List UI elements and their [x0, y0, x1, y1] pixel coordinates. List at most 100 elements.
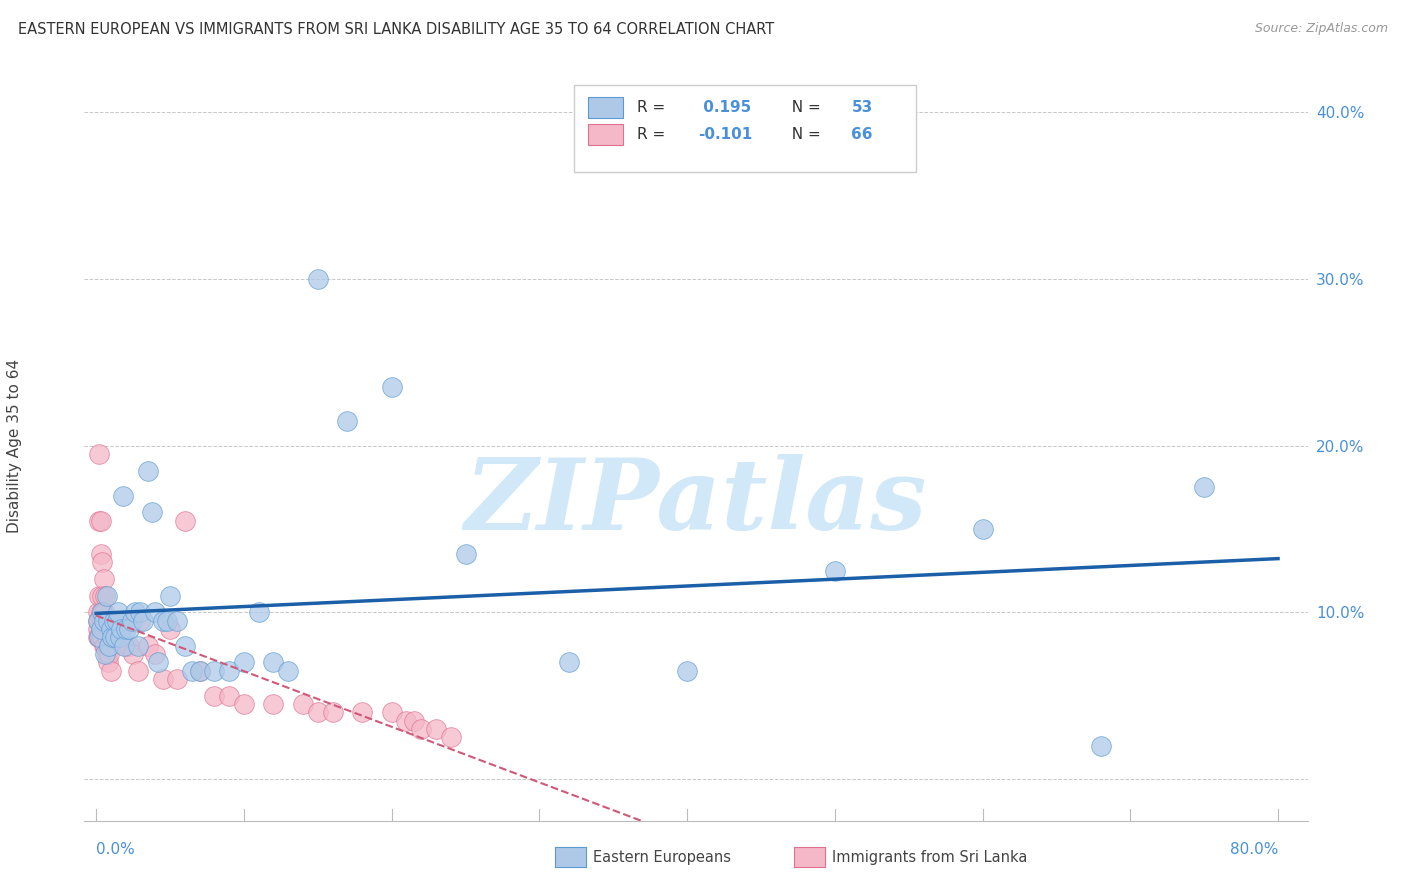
Point [262, 656, 284, 670]
Point [129, 614, 152, 628]
Point [100, 664, 122, 678]
Point [440, 731, 463, 745]
Point [90, 622, 112, 636]
Point [292, 697, 315, 711]
Point [103, 614, 125, 628]
Point [166, 614, 188, 628]
Point [129, 605, 152, 619]
Text: N =: N = [782, 100, 825, 115]
Point [90, 514, 112, 528]
Text: Eastern Europeans: Eastern Europeans [593, 850, 731, 864]
Text: 0.195: 0.195 [699, 100, 752, 115]
Point [148, 656, 170, 670]
Point [322, 706, 344, 720]
Point [86, 631, 108, 645]
Point [111, 614, 134, 628]
Point [108, 631, 131, 645]
FancyBboxPatch shape [588, 124, 623, 145]
Point [111, 489, 134, 503]
Point [1192, 480, 1215, 494]
Point [411, 722, 433, 736]
Point [202, 664, 225, 678]
Text: 53: 53 [851, 100, 873, 115]
Text: EASTERN EUROPEAN VS IMMIGRANTS FROM SRI LANKA DISABILITY AGE 35 TO 64 CORRELATIO: EASTERN EUROPEAN VS IMMIGRANTS FROM SRI … [18, 22, 775, 37]
Point [97, 622, 120, 636]
Point [90, 605, 112, 619]
Point [90, 631, 112, 645]
Point [136, 639, 159, 653]
Point [676, 664, 699, 678]
Point [188, 664, 211, 678]
Text: ZIPatlas: ZIPatlas [465, 454, 927, 550]
Point [86, 614, 108, 628]
Point [96, 631, 118, 645]
Point [173, 514, 195, 528]
Point [188, 664, 211, 678]
Point [90, 547, 112, 561]
Point [96, 647, 118, 661]
Point [103, 631, 125, 645]
Point [93, 614, 115, 628]
Text: N =: N = [782, 127, 825, 142]
Point [166, 672, 188, 686]
Text: 80.0%: 80.0% [1230, 842, 1278, 857]
Point [972, 522, 994, 536]
Text: -0.101: -0.101 [699, 127, 752, 142]
Point [93, 572, 115, 586]
Text: 66: 66 [851, 127, 873, 142]
Point [98, 639, 121, 653]
Point [104, 631, 127, 645]
Point [402, 714, 425, 728]
Point [98, 647, 121, 661]
Point [104, 631, 127, 645]
Point [100, 622, 122, 636]
Point [105, 614, 128, 628]
Point [1090, 739, 1112, 753]
Point [824, 564, 846, 578]
Point [94, 639, 117, 653]
Point [107, 605, 129, 619]
Point [132, 614, 155, 628]
Point [143, 605, 166, 619]
Point [107, 631, 129, 645]
Point [91, 605, 114, 619]
Text: 0.0%: 0.0% [96, 842, 135, 857]
Point [118, 622, 141, 636]
Point [96, 589, 118, 603]
Point [89, 447, 111, 461]
Point [100, 631, 122, 645]
Text: R =: R = [637, 100, 671, 115]
Point [86, 605, 108, 619]
Point [181, 664, 204, 678]
Point [307, 706, 329, 720]
Point [381, 706, 404, 720]
Point [558, 656, 581, 670]
Point [98, 614, 121, 628]
Point [101, 631, 124, 645]
Point [247, 605, 270, 619]
Point [141, 505, 163, 519]
Point [89, 631, 111, 645]
Point [262, 697, 284, 711]
Point [91, 631, 114, 645]
Point [202, 689, 225, 703]
Point [101, 622, 124, 636]
Point [124, 605, 146, 619]
Point [97, 656, 120, 670]
Point [232, 656, 254, 670]
Point [97, 639, 120, 653]
Point [136, 464, 159, 478]
Point [307, 272, 329, 286]
Point [121, 614, 143, 628]
Point [114, 622, 136, 636]
Point [89, 614, 111, 628]
Point [89, 589, 111, 603]
Point [152, 614, 174, 628]
Point [277, 664, 299, 678]
Text: Disability Age 35 to 64: Disability Age 35 to 64 [7, 359, 22, 533]
Point [232, 697, 254, 711]
Point [381, 380, 404, 394]
Text: Immigrants from Sri Lanka: Immigrants from Sri Lanka [832, 850, 1028, 864]
Point [93, 614, 115, 628]
Point [159, 589, 181, 603]
